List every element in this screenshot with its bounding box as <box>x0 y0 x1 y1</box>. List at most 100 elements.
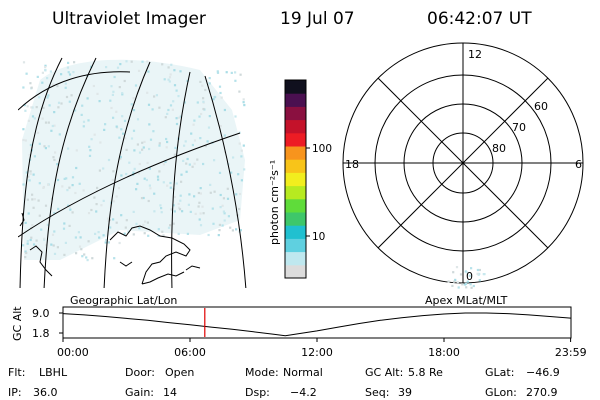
polar-speckle <box>483 273 486 276</box>
emission-speckle <box>80 113 83 116</box>
emission-speckle <box>142 146 145 149</box>
colorbar-swatch <box>285 238 306 253</box>
emission-speckle <box>118 241 121 245</box>
polar-speckle <box>470 267 473 270</box>
colorbar-swatch <box>285 198 306 213</box>
info-flt-value: LBHL <box>39 366 68 379</box>
emission-speckle <box>118 86 121 89</box>
emission-speckle <box>170 63 173 66</box>
emission-speckle <box>43 237 46 240</box>
emission-speckle <box>52 83 55 86</box>
polar-speckle <box>461 283 464 286</box>
emission-speckle <box>31 115 35 118</box>
emission-speckle <box>141 60 144 63</box>
emission-speckle <box>104 241 107 244</box>
timeline-y-axis-label: GC Alt <box>11 306 24 341</box>
emission-speckle <box>111 93 114 96</box>
emission-speckle <box>180 180 183 183</box>
emission-speckle <box>193 119 196 122</box>
emission-speckle <box>46 96 49 99</box>
emission-speckle <box>72 71 75 74</box>
emission-speckle <box>73 61 76 64</box>
emission-speckle <box>82 189 85 192</box>
emission-speckle <box>57 106 60 109</box>
emission-speckle <box>30 106 33 109</box>
meridian-line <box>43 57 97 288</box>
emission-speckle <box>149 138 153 141</box>
emission-speckle <box>136 182 139 185</box>
emission-speckle <box>119 155 122 159</box>
emission-speckle <box>32 206 35 209</box>
emission-speckle <box>222 197 225 200</box>
emission-speckle <box>47 183 50 186</box>
emission-speckle <box>199 192 202 195</box>
emission-speckle <box>24 139 27 142</box>
emission-speckle <box>138 151 142 154</box>
emission-speckle <box>239 73 242 76</box>
emission-speckle <box>186 232 189 235</box>
emission-speckle <box>105 66 108 69</box>
emission-speckle <box>238 90 241 93</box>
emission-speckle <box>179 199 182 202</box>
emission-speckle <box>29 238 32 242</box>
emission-speckle <box>222 210 225 213</box>
emission-speckle <box>173 210 176 213</box>
emission-speckle <box>160 211 163 214</box>
emission-speckle <box>137 172 140 175</box>
emission-speckle <box>144 220 147 223</box>
emission-speckle <box>143 177 146 180</box>
emission-speckle <box>202 107 205 111</box>
emission-speckle <box>69 208 72 211</box>
emission-speckle <box>163 78 166 81</box>
emission-speckle <box>63 222 66 225</box>
colorbar-tick-label: 10 <box>312 231 325 243</box>
emission-speckle <box>92 84 95 88</box>
emission-speckle <box>173 195 176 199</box>
colorbar-swatch <box>285 93 306 107</box>
emission-speckle <box>56 246 59 249</box>
emission-speckle <box>68 224 71 227</box>
emission-speckle <box>167 78 170 81</box>
emission-speckle <box>36 75 39 78</box>
emission-speckle <box>198 218 201 221</box>
emission-speckle <box>115 221 118 224</box>
info-glat-value: −46.9 <box>526 366 560 379</box>
polar-speckle <box>459 273 463 276</box>
emission-speckle <box>52 244 55 247</box>
colorbar-swatch <box>285 172 306 187</box>
timeline-x-tick-label: 23:59 <box>555 346 587 359</box>
emission-speckle <box>22 61 26 64</box>
emission-speckle <box>36 131 40 134</box>
emission-speckle <box>67 147 70 150</box>
emission-speckle <box>127 230 130 233</box>
emission-speckle <box>53 212 56 215</box>
emission-speckle <box>237 173 240 176</box>
timeline-x-ticks: 00:00 06:00 12:00 18:00 23:59 <box>57 338 587 359</box>
emission-speckle <box>123 79 126 83</box>
emission-speckle <box>209 191 212 194</box>
emission-speckle <box>179 70 182 73</box>
mlt-label-6: 6 <box>575 158 582 171</box>
emission-speckle <box>218 229 221 232</box>
emission-speckle <box>133 167 136 170</box>
emission-speckle <box>108 218 112 222</box>
emission-speckle <box>57 207 60 210</box>
emission-speckle <box>132 129 136 132</box>
emission-speckle <box>199 224 203 227</box>
info-gain-value: 14 <box>163 386 177 399</box>
emission-speckle <box>132 210 135 213</box>
emission-speckle <box>31 224 34 227</box>
emission-speckle <box>60 73 63 76</box>
emission-speckle <box>199 80 202 83</box>
emission-speckle <box>219 193 222 197</box>
polar-speckle <box>447 280 450 283</box>
emission-speckle <box>24 109 27 112</box>
colorbar: 100 10 photon cm⁻²s⁻¹ <box>268 79 332 279</box>
timeline-x-tick-label: 00:00 <box>57 346 89 359</box>
emission-speckle <box>125 219 128 222</box>
emission-speckle <box>169 224 172 227</box>
emission-speckle <box>53 158 56 162</box>
colorbar-swatch <box>285 119 306 134</box>
emission-speckle <box>153 192 156 195</box>
emission-speckle <box>28 154 31 157</box>
